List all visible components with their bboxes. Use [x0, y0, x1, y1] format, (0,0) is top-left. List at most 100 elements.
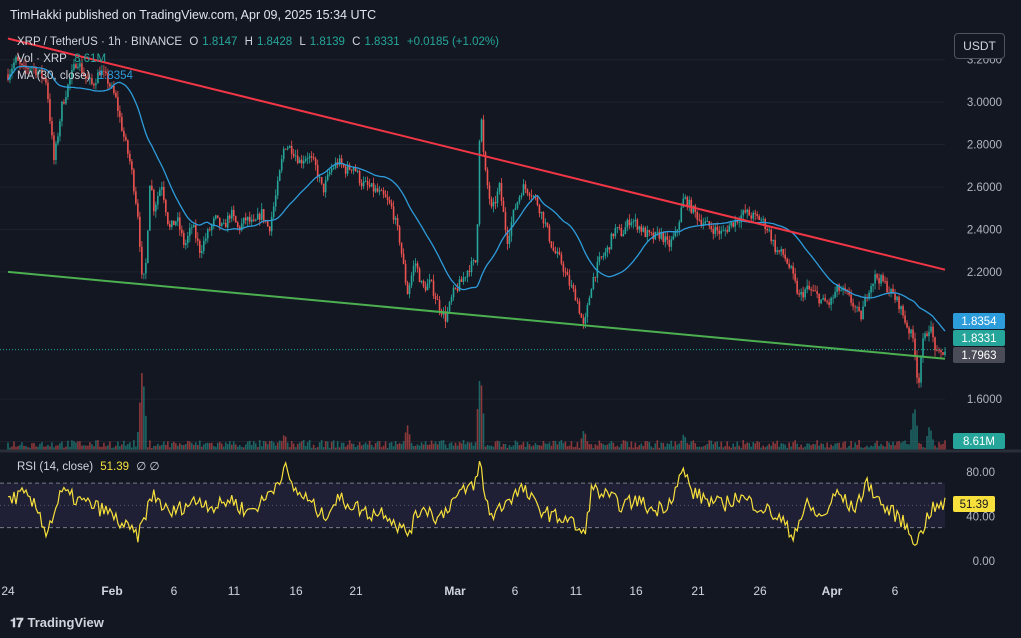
candle-body — [408, 285, 411, 295]
volume-bar — [480, 385, 483, 450]
price-label-text: 1.7963 — [961, 350, 996, 362]
grid-lines — [0, 59, 945, 443]
volume-bar — [748, 443, 751, 450]
volume-bar — [764, 447, 766, 450]
chart-area[interactable]: 3.2000 3.0000 2.8000 2.6000 2.4000 2.2000 1.60… — [0, 30, 1021, 605]
candle-body — [15, 56, 17, 63]
candle-body — [716, 226, 719, 231]
candle-body — [624, 227, 627, 235]
candle-body — [111, 85, 113, 87]
candle-body — [374, 188, 377, 192]
chart-svg[interactable]: 3.20003.00002.80002.60002.40002.20001.60… — [0, 30, 1021, 605]
candle-body — [115, 92, 117, 98]
candle-body — [900, 306, 902, 310]
published-by-text[interactable]: TimHakki published on TradingView.com, A… — [10, 8, 377, 22]
candle-body — [602, 255, 605, 258]
candle-body — [366, 181, 369, 185]
price-label-ma: 1.8354 — [953, 313, 1005, 329]
volume-bar — [248, 440, 251, 450]
volume-bar — [33, 442, 35, 450]
candle-body — [608, 247, 611, 250]
volume-bar — [230, 444, 233, 450]
candle-body — [372, 183, 375, 192]
volume-bar — [724, 446, 727, 450]
volume-bar — [836, 443, 838, 450]
candle-body — [548, 226, 551, 242]
volume-bar — [470, 442, 473, 450]
time-tick-label: Feb — [101, 584, 122, 598]
candle-body — [246, 216, 249, 221]
tradingview-logo[interactable]: 𝟏𝟕 TradingView — [10, 615, 104, 631]
symbol-name[interactable]: XRP / TetherUS · 1h · BINANCE — [17, 36, 183, 48]
volume-bar — [55, 445, 57, 450]
rsi-axis[interactable]: 80.00 40.00 0.00 — [966, 467, 995, 568]
volume-bar — [360, 445, 363, 450]
volume-bar — [904, 440, 906, 450]
volume-bar — [224, 442, 227, 450]
volume-bar — [246, 441, 249, 450]
volume-bar — [608, 443, 611, 450]
volume-bar — [175, 443, 177, 450]
candle-body — [766, 228, 768, 231]
candle-body — [890, 288, 892, 293]
support-trendline[interactable] — [7, 270, 946, 360]
volume-bar — [340, 442, 343, 450]
candle-body — [490, 198, 493, 207]
volume-bar — [888, 442, 890, 450]
volume-bar — [508, 445, 511, 450]
ma-legend[interactable]: MA (30, close) 1.8354 — [17, 70, 137, 82]
candle-body — [330, 168, 333, 172]
time-axis[interactable]: 24 Feb 6 11 16 21 Mar 6 11 16 21 26 Apr 6 — [1, 584, 898, 598]
volume-bar — [586, 441, 589, 450]
volume-bar — [758, 442, 760, 450]
volume-bar — [398, 443, 401, 450]
volume-bar — [258, 440, 261, 450]
candle-body — [302, 161, 305, 164]
candle-body — [386, 197, 389, 200]
rsi-legend[interactable]: RSI (14, close) 51.39 ∅ ∅ — [17, 459, 163, 473]
volume-bar — [578, 447, 581, 450]
volume-bar — [718, 446, 721, 450]
volume-bar — [622, 440, 625, 450]
volume-bar — [822, 443, 824, 450]
candle-body — [266, 221, 269, 227]
volume-bar — [41, 442, 43, 450]
volume-bar — [484, 446, 487, 450]
volume-legend[interactable]: Vol · XRP 8.61M — [17, 53, 110, 65]
volume-bar — [428, 444, 431, 450]
currency-button[interactable]: USDT — [954, 33, 1005, 59]
resistance-trendline[interactable] — [7, 37, 946, 271]
volume-bar — [496, 440, 499, 450]
candle-body — [560, 254, 563, 264]
candle-body — [183, 232, 185, 245]
candle-body — [91, 78, 93, 84]
candle-body — [684, 197, 687, 199]
volume-bar — [516, 442, 519, 450]
candle-body — [368, 184, 371, 187]
candle-body — [914, 338, 916, 356]
high-value: 1.8428 — [256, 36, 293, 48]
price-axis[interactable]: 3.20003.00002.80002.60002.40002.20001.60… — [967, 55, 1002, 449]
volume-bar — [143, 386, 145, 450]
volume-bar — [75, 442, 77, 450]
volume-bar — [804, 446, 806, 450]
volume-bar — [648, 441, 651, 450]
candle-body — [532, 195, 535, 197]
candle-body — [109, 83, 111, 87]
open-value: 1.8147 — [202, 36, 238, 48]
candle-body — [169, 224, 171, 228]
candle-body — [496, 191, 499, 204]
volume-bar — [93, 446, 95, 450]
volume-bar — [376, 441, 379, 450]
candle-body — [920, 357, 922, 383]
volume-bar — [11, 446, 13, 450]
volume-bar — [139, 402, 141, 450]
candle-body — [824, 297, 826, 302]
volume-bar — [564, 441, 567, 450]
candle-body — [840, 290, 842, 292]
candle-body — [822, 297, 824, 300]
volume-bar — [826, 442, 828, 450]
volume-bar — [284, 436, 287, 450]
volume-bar — [788, 442, 790, 450]
candle-body — [680, 207, 683, 223]
